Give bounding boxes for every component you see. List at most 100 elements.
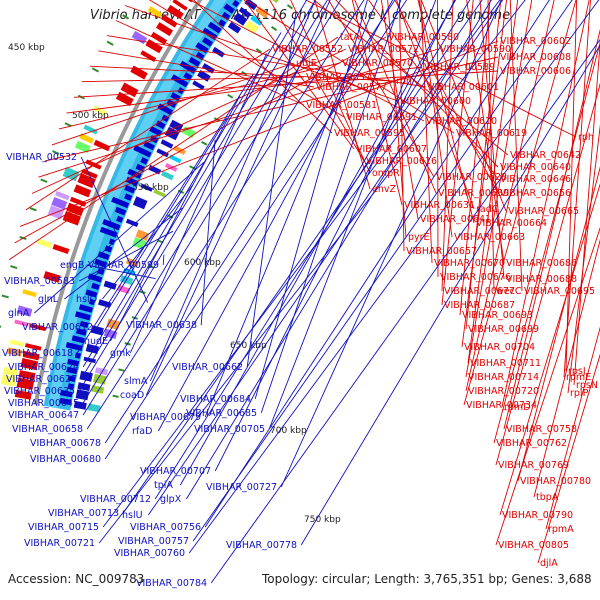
- gene-label: VIBHAR_00687: [444, 300, 515, 311]
- gene-label: nudE: [84, 336, 108, 347]
- minus-strand-feature: [156, 148, 169, 158]
- gene-label: VIBHAR_00780: [520, 476, 591, 487]
- gc-skew-mark: [74, 352, 81, 359]
- gene-label: slmA: [124, 376, 148, 387]
- minus-strand-feature: [90, 325, 104, 336]
- gc-skew-mark: [157, 103, 173, 115]
- minor-tick: [271, 25, 278, 32]
- gc-skew-mark: [166, 99, 177, 109]
- gene-label: VIBHAR_00583: [4, 276, 75, 287]
- leader-line: [145, 0, 331, 396]
- gene-label: VIBHAR_00762: [496, 438, 567, 449]
- leader-line: [300, 44, 600, 546]
- leader-line: [98, 0, 526, 544]
- cog-category-mark: [161, 170, 174, 181]
- minus-strand-feature: [125, 218, 139, 227]
- gene-label: VIBHAR_00679: [130, 412, 201, 423]
- plus-strand-feature: [20, 358, 39, 371]
- leader-line: [122, 0, 483, 514]
- minus-strand-feature: [202, 63, 215, 74]
- gene-label: VIBHAR_00699: [468, 324, 539, 335]
- plus-strand-feature: [43, 271, 61, 283]
- gene-label: VIBHAR_00734: [466, 400, 537, 411]
- gene-label: VIBHAR_00581: [306, 100, 377, 111]
- leader-line: [180, 0, 457, 486]
- leader-line: [479, 0, 505, 280]
- leader-line: [441, 0, 474, 306]
- minus-strand-feature: [83, 356, 96, 364]
- gc-skew-mark: [149, 135, 159, 144]
- gene-label: VIBHAR_00590: [440, 44, 511, 55]
- gene-label: rbn: [396, 76, 412, 87]
- gene-label: VIBHAR_00601: [428, 82, 499, 93]
- gene-label: VIBHAR_00624: [8, 362, 79, 373]
- leader-line: [465, 0, 555, 392]
- gc-skew-mark: [195, 42, 209, 54]
- gc-skew-mark: [85, 289, 98, 298]
- gene-label: wecC: [496, 286, 522, 297]
- gene-label: ubiE: [296, 58, 317, 69]
- gene-label: tpiA: [154, 480, 173, 491]
- cog-category-mark: [131, 30, 148, 45]
- gene-label: VIBHAR_00641: [420, 214, 491, 225]
- leader-line: [461, 0, 507, 348]
- gc-skew-mark: [232, 0, 240, 8]
- leader-line: [268, 0, 437, 430]
- kbp-tick-label: 650 kbp: [230, 341, 267, 351]
- leader-line: [210, 38, 600, 584]
- gene-label: VIBHAR_00720: [468, 386, 539, 397]
- minor-tick: [201, 141, 208, 146]
- gene-label: VIBHAR_00595: [334, 128, 405, 139]
- plus-strand-feature: [52, 244, 70, 254]
- minor-tick: [91, 67, 99, 73]
- leader-line: [104, 0, 408, 460]
- gc-skew-mark: [67, 358, 80, 367]
- leader-line: [537, 353, 600, 564]
- gc-skew-mark: [79, 320, 89, 328]
- plus-strand-feature: [62, 211, 81, 226]
- gene-label: VIBHAR_00760: [114, 548, 185, 559]
- leader-line: [189, 0, 425, 122]
- gc-skew-mark: [94, 258, 108, 268]
- gene-label: ompR: [372, 168, 400, 179]
- gene-label: VIBHAR_00627: [6, 374, 77, 385]
- gene-label: VIBHAR_00769: [498, 460, 569, 471]
- gc-skew-mark: [67, 375, 76, 382]
- leader-line: [188, 0, 600, 554]
- minor-tick: [112, 394, 119, 398]
- leader-line: [106, 35, 427, 88]
- plus-strand-feature: [156, 22, 173, 37]
- leader-line: [149, 0, 316, 382]
- minus-strand-feature: [244, 0, 258, 11]
- leader-line: [38, 48, 439, 178]
- gene-label: djlA: [540, 558, 558, 569]
- gc-skew-mark: [67, 383, 75, 390]
- leader-line: [154, 0, 471, 500]
- gene-label: VIBHAR_00600: [400, 96, 471, 107]
- gene-label: VIBHAR_00658: [12, 424, 83, 435]
- plus-strand-feature: [130, 65, 148, 80]
- leader-line: [148, 0, 345, 118]
- gene-label: VIBHAR_00713: [48, 508, 119, 519]
- gene-label: VIBHAR_00686: [506, 258, 577, 269]
- plus-strand-feature: [25, 343, 42, 351]
- cog-category-mark: [0, 374, 17, 387]
- gc-skew-mark: [179, 60, 197, 74]
- kbp-tick-label: 600 kbp: [184, 258, 221, 268]
- gene-label: rfaD: [132, 426, 152, 437]
- gene-label: VIBHAR_00616: [366, 156, 437, 167]
- gene-label: VIBHAR_00646: [500, 174, 571, 185]
- gc-skew-mark: [60, 389, 73, 398]
- minor-tick: [1, 294, 9, 299]
- gene-label: glpX: [160, 494, 182, 505]
- leader-line: [80, 156, 149, 303]
- gene-label: VIBHAR_00670: [434, 258, 505, 269]
- plus-strand-feature: [22, 350, 40, 361]
- gene-label: VIBHAR_00657: [406, 246, 477, 257]
- leader-line: [351, 0, 403, 206]
- minus-strand-feature: [140, 183, 153, 192]
- leader-line: [304, 0, 577, 138]
- gene-label: VIBHAR_00790: [502, 510, 573, 521]
- leader-line: [290, 0, 371, 174]
